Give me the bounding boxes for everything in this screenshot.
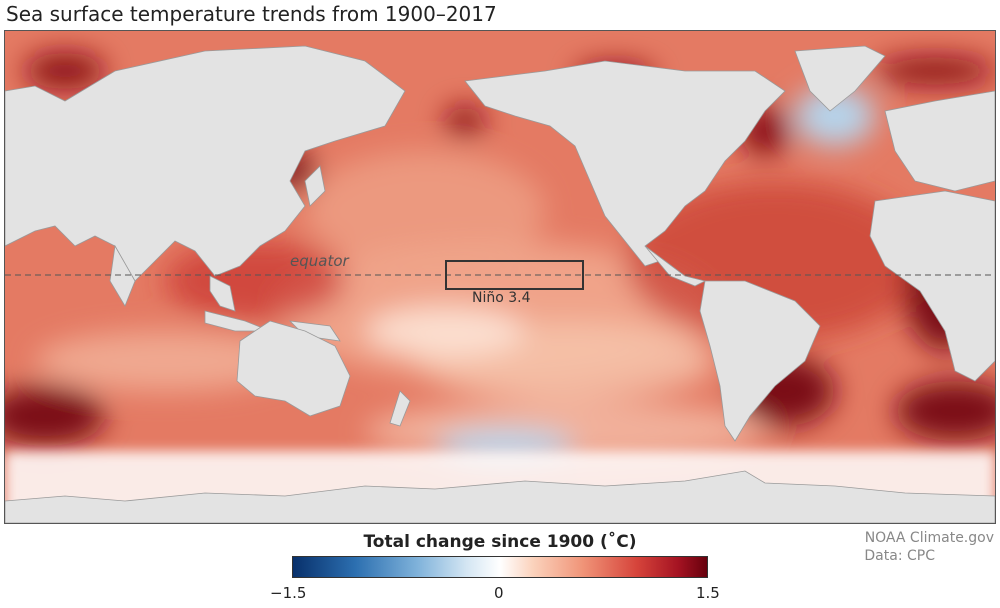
ocean-shading — [5, 53, 995, 464]
antarctica — [5, 470, 995, 523]
north-america — [464, 60, 786, 267]
africa — [869, 190, 995, 382]
colorbar-min-label: −1.5 — [270, 584, 307, 602]
legend-title: Total change since 1900 (˚C) — [363, 532, 637, 552]
europe — [884, 90, 995, 192]
colorbar — [292, 556, 708, 578]
map-title: Sea surface temperature trends from 1900… — [6, 2, 497, 26]
colorbar-max-label: 1.5 — [696, 584, 720, 602]
nino-region-label: Niño 3.4 — [472, 290, 531, 306]
map-graphic — [5, 31, 995, 523]
indonesia — [204, 310, 271, 332]
colorbar-mid-label: 0 — [494, 584, 504, 602]
source-credit: NOAA Climate.gov — [864, 530, 994, 546]
new-zealand — [389, 390, 411, 427]
japan — [304, 165, 326, 207]
data-credit: Data: CPC — [864, 548, 935, 564]
australia — [236, 320, 351, 417]
sst-trend-map — [4, 30, 996, 524]
eurasia — [5, 45, 406, 282]
southeast-asia — [209, 275, 236, 312]
equator-label: equator — [290, 252, 349, 270]
greenland — [794, 45, 886, 112]
india — [109, 244, 136, 307]
nino-region-box — [445, 260, 584, 290]
land-masses — [5, 45, 995, 523]
south-america — [699, 280, 821, 442]
